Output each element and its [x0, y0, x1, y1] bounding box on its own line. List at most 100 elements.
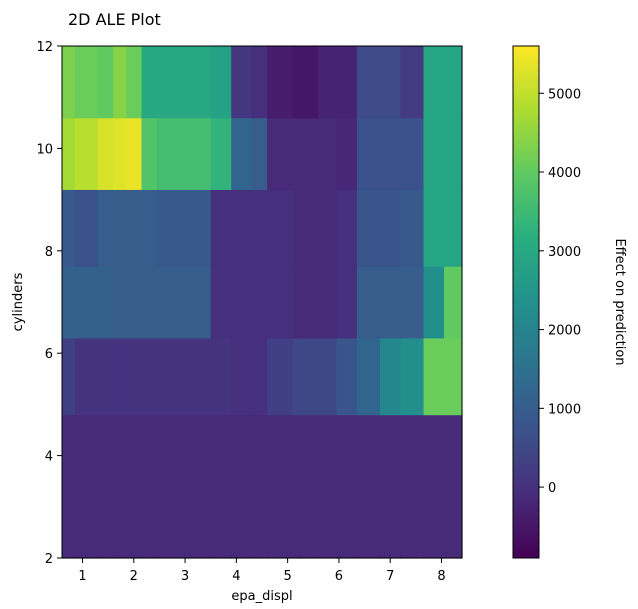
heatmap-cell — [400, 117, 425, 190]
heatmap-cell — [300, 266, 320, 339]
heatmap-cell — [300, 337, 320, 416]
heatmap-cell — [292, 414, 302, 559]
heatmap-cell — [141, 189, 158, 267]
heatmap-cell — [300, 189, 320, 267]
heatmap-cell — [336, 117, 358, 190]
heatmap-cell — [267, 189, 294, 267]
heatmap-cell — [336, 46, 358, 119]
heatmap-cell — [444, 46, 463, 119]
colorbar-tick-label: 5000 — [548, 87, 581, 102]
y-axis-ticks: 2 4 6 8 10 12 — [36, 40, 62, 567]
x-tick-label: 5 — [284, 569, 292, 584]
heatmap-cell — [74, 414, 99, 559]
colorbar-tick-label: 3000 — [548, 245, 581, 260]
heatmap-cell — [62, 46, 76, 119]
colorbar-tick-label: 1000 — [548, 402, 581, 417]
heatmap-cell — [126, 414, 143, 559]
heatmap-cell — [141, 46, 158, 119]
heatmap-cell — [400, 414, 425, 559]
heatmap-cell — [400, 46, 425, 119]
heatmap-cell — [141, 414, 158, 559]
heatmap-cell — [62, 337, 76, 416]
heatmap-cell — [444, 117, 463, 190]
colorbar-label: Effect on prediction — [612, 238, 627, 365]
heatmap-cell — [300, 117, 320, 190]
heatmap-cell — [423, 337, 445, 416]
heatmap-cell — [251, 414, 268, 559]
heatmap-cell — [74, 337, 99, 416]
heatmap-cell — [97, 189, 114, 267]
heatmap-cell — [97, 117, 114, 190]
heatmap-cell — [423, 46, 445, 119]
heatmap-cell — [267, 266, 294, 339]
heatmap-cell — [97, 266, 114, 339]
heatmap-cell — [126, 46, 143, 119]
x-tick-label: 7 — [386, 569, 394, 584]
heatmap-cell — [141, 337, 158, 416]
heatmap-cell — [356, 189, 381, 267]
heatmap-cell — [97, 337, 114, 416]
heatmap-cell — [423, 189, 445, 267]
colorbar-tick-label: 2000 — [548, 324, 581, 339]
heatmap-cell — [126, 266, 143, 339]
heatmap-cell — [318, 189, 337, 267]
heatmap-cell — [97, 46, 114, 119]
heatmap-cell — [62, 414, 76, 559]
heatmap-cell — [74, 189, 99, 267]
x-axis-ticks: 1 2 3 4 5 6 7 8 — [78, 558, 446, 584]
heatmap-cell — [74, 117, 99, 190]
heatmap-cell — [126, 117, 143, 190]
heatmap-cell — [231, 117, 253, 190]
heatmap-cell — [113, 337, 127, 416]
plot-frame — [61, 45, 463, 559]
heatmap-cell — [379, 266, 402, 339]
heatmap-cell — [113, 414, 127, 559]
heatmap-cell — [423, 266, 445, 339]
heatmap-cell — [231, 46, 253, 119]
heatmap-cell — [251, 46, 268, 119]
heatmap-cell — [356, 46, 381, 119]
heatmap-cell — [231, 414, 253, 559]
heatmap-cell — [292, 117, 302, 190]
y-tick-label: 10 — [36, 142, 53, 157]
heatmap-cell — [251, 266, 268, 339]
heatmap-cell — [379, 117, 402, 190]
heatmap-cell — [318, 117, 337, 190]
heatmap-cell — [141, 117, 158, 190]
y-tick-label: 8 — [45, 245, 53, 260]
heatmap-cell — [292, 266, 302, 339]
heatmap-cell — [292, 46, 302, 119]
heatmap-cells — [62, 46, 463, 559]
y-tick-label: 2 — [45, 552, 53, 567]
y-tick-label: 4 — [45, 450, 53, 465]
heatmap-cell — [62, 189, 76, 267]
heatmap-cell — [126, 189, 143, 267]
y-axis-label: cylinders — [11, 272, 26, 331]
heatmap-cell — [97, 414, 114, 559]
heatmap-cell — [300, 414, 320, 559]
heatmap-cell — [113, 117, 127, 190]
heatmap-cell — [379, 189, 402, 267]
heatmap-cell — [156, 337, 212, 416]
heatmap-cell — [113, 189, 127, 267]
x-tick-label: 3 — [181, 569, 189, 584]
heatmap-cell — [267, 337, 294, 416]
heatmap-cell — [318, 266, 337, 339]
heatmap-cell — [318, 414, 337, 559]
colorbar-tick-label: 4000 — [548, 166, 581, 181]
heatmap-cell — [113, 46, 127, 119]
heatmap-cell — [126, 337, 143, 416]
heatmap-cell — [210, 117, 232, 190]
heatmap-cell — [379, 46, 402, 119]
heatmap-cell — [267, 46, 294, 119]
heatmap-cell — [74, 46, 99, 119]
heatmap-cell — [379, 414, 402, 559]
colorbar — [512, 45, 540, 559]
x-tick-label: 8 — [437, 569, 445, 584]
heatmap-cell — [444, 337, 463, 416]
heatmap-cell — [231, 189, 253, 267]
heatmap-cell — [318, 337, 337, 416]
heatmap-cell — [251, 189, 268, 267]
heatmap-cell — [113, 266, 127, 339]
heatmap-cell — [156, 414, 212, 559]
